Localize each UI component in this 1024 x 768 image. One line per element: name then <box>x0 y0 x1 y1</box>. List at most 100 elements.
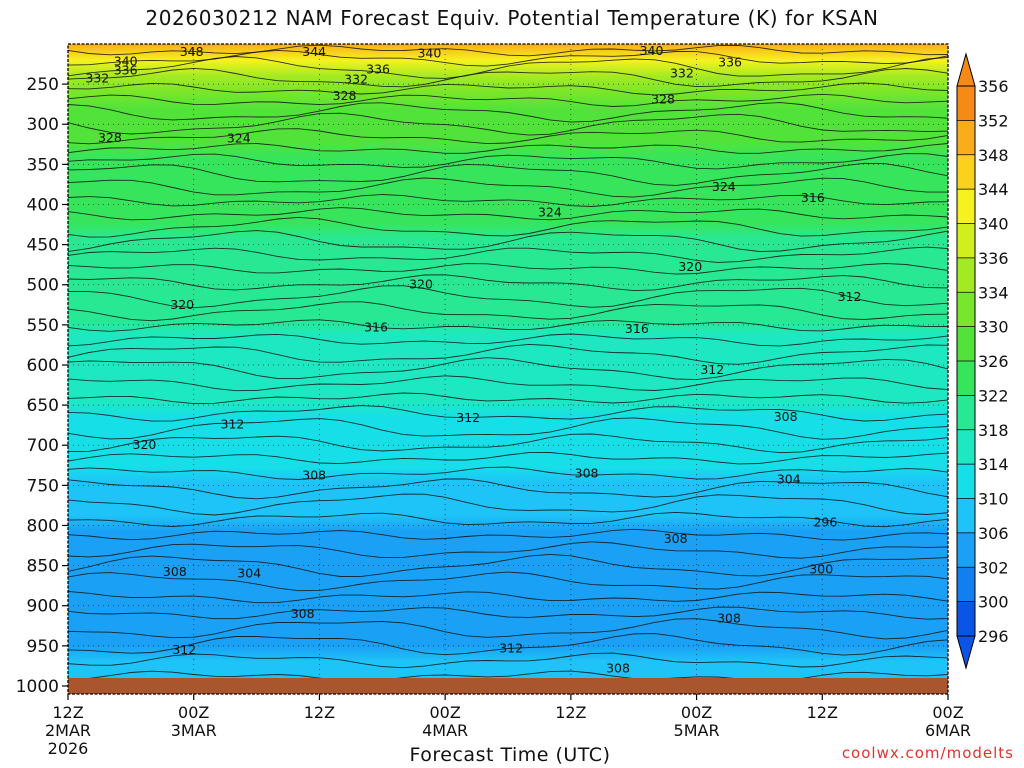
y-tick-label: 850 <box>27 557 59 577</box>
colorbar-label: 296 <box>978 627 1009 646</box>
x-tick-label-line: 12Z <box>555 703 586 722</box>
contour-line <box>67 466 949 480</box>
colorbar-top-arrow <box>956 52 976 87</box>
y-tick-label: 950 <box>27 637 59 657</box>
colorbar-segment <box>957 120 975 156</box>
contour-line <box>67 285 949 309</box>
contour-line <box>67 194 949 207</box>
colorbar-label: 322 <box>978 386 1009 405</box>
contour-label: 296 <box>813 514 837 529</box>
contour-label: 316 <box>801 190 825 205</box>
x-tick-label-line: 6MAR <box>925 721 971 740</box>
x-tick-label-line: 5MAR <box>674 721 720 740</box>
contour-line <box>67 541 949 559</box>
colorbar: 296 300 302 306 310 314 318 322 326 330 334 336 340 3… <box>956 52 1009 670</box>
x-tick-label: 00Z 5MAR <box>674 703 720 740</box>
contour-label: 348 <box>180 44 204 59</box>
contour-label: 316 <box>364 319 388 334</box>
contour-line <box>67 56 949 79</box>
y-tick-label: 800 <box>27 516 59 536</box>
contour-line <box>67 246 949 263</box>
colorbar-label: 318 <box>978 421 1009 440</box>
x-tick-label-line: 2MAR <box>45 721 91 740</box>
chart-title: 2026030212 NAM Forecast Equiv. Potential… <box>145 6 879 30</box>
contour-label: 340 <box>114 54 138 69</box>
contour-label: 340 <box>417 46 441 61</box>
x-tick-label-line: 00Z <box>932 703 963 722</box>
contour-label: 308 <box>664 531 688 546</box>
contour-line <box>67 67 949 88</box>
colorbar-label: 310 <box>978 490 1009 509</box>
x-tick-label-line: 00Z <box>681 703 712 722</box>
contour-line <box>67 102 949 123</box>
contour-lines <box>67 44 949 683</box>
plot-background <box>68 44 948 694</box>
contour-line <box>67 274 949 292</box>
colorbar-segment <box>957 429 975 465</box>
colorbar-label: 344 <box>978 180 1009 199</box>
colorbar-label: 306 <box>978 524 1009 543</box>
x-tick-label: 12Z <box>555 703 586 722</box>
contour-label: 312 <box>700 362 724 377</box>
x-tick-label-line: 12Z <box>52 703 83 722</box>
x-tick-label: 12Z 2MAR 2026 <box>45 703 91 758</box>
contour-label: 312 <box>838 289 862 304</box>
contour-label: 332 <box>344 71 368 86</box>
x-tick-label-line: 3MAR <box>171 721 217 740</box>
contour-label: 316 <box>625 321 649 336</box>
contour-line <box>67 652 949 669</box>
x-tick-label-line: 00Z <box>429 703 460 722</box>
contour-label: 312 <box>456 410 480 425</box>
contour-line <box>67 319 949 332</box>
colorbar-label: 314 <box>978 455 1009 474</box>
contour-line <box>67 112 949 136</box>
y-tick-label: 250 <box>27 75 59 95</box>
contour-line <box>67 49 949 67</box>
colorbar-segment <box>957 292 975 328</box>
contour-line <box>67 452 949 465</box>
ground-band <box>68 678 948 694</box>
contour-label: 340 <box>640 43 664 58</box>
contour-line <box>67 392 949 405</box>
contour-line <box>67 417 949 440</box>
colorbar-segment <box>957 86 975 121</box>
contour-line <box>67 511 949 528</box>
colorbar-segment <box>957 601 975 637</box>
contour-line <box>67 633 949 656</box>
y-axis: 250 300 350 400 450 500 550 600 650 700 750 800 850 9… <box>16 75 68 697</box>
y-tick-label: 500 <box>27 276 59 296</box>
contour-line <box>67 44 949 57</box>
contour-label: 300 <box>809 562 833 577</box>
contour-line <box>67 375 949 392</box>
colorbar-label: 348 <box>978 146 1009 165</box>
contour-line <box>67 153 949 170</box>
x-tick-label: 12Z <box>304 703 335 722</box>
colorbar-bottom-arrow <box>956 635 976 670</box>
colorbar-label: 302 <box>978 558 1009 577</box>
colorbar-label: 330 <box>978 318 1009 337</box>
contour-label: 324 <box>227 131 251 146</box>
colorbar-segment <box>957 189 975 224</box>
contour-line <box>67 93 949 107</box>
contour-label: 304 <box>237 566 261 581</box>
contour-label: 332 <box>670 66 694 81</box>
contour-label: 324 <box>712 179 736 194</box>
contour-line <box>67 493 949 516</box>
contour-label: 320 <box>170 297 194 312</box>
contour-label: 308 <box>717 611 741 626</box>
colorbar-segment <box>957 464 975 499</box>
x-tick-label: 00Z 4MAR <box>422 703 468 740</box>
contour-line <box>67 301 949 322</box>
colorbar-segment <box>957 257 975 293</box>
y-tick-label: 350 <box>27 155 59 175</box>
contour-line <box>67 230 949 253</box>
contour-label: 328 <box>651 91 675 106</box>
x-tick-label: 00Z 3MAR <box>171 703 217 740</box>
x-tick-label-line: 2026 <box>48 739 89 758</box>
contour-line <box>67 618 949 640</box>
contour-label: 312 <box>499 640 523 655</box>
contour-label: 308 <box>774 409 798 424</box>
contour-line <box>67 528 949 541</box>
